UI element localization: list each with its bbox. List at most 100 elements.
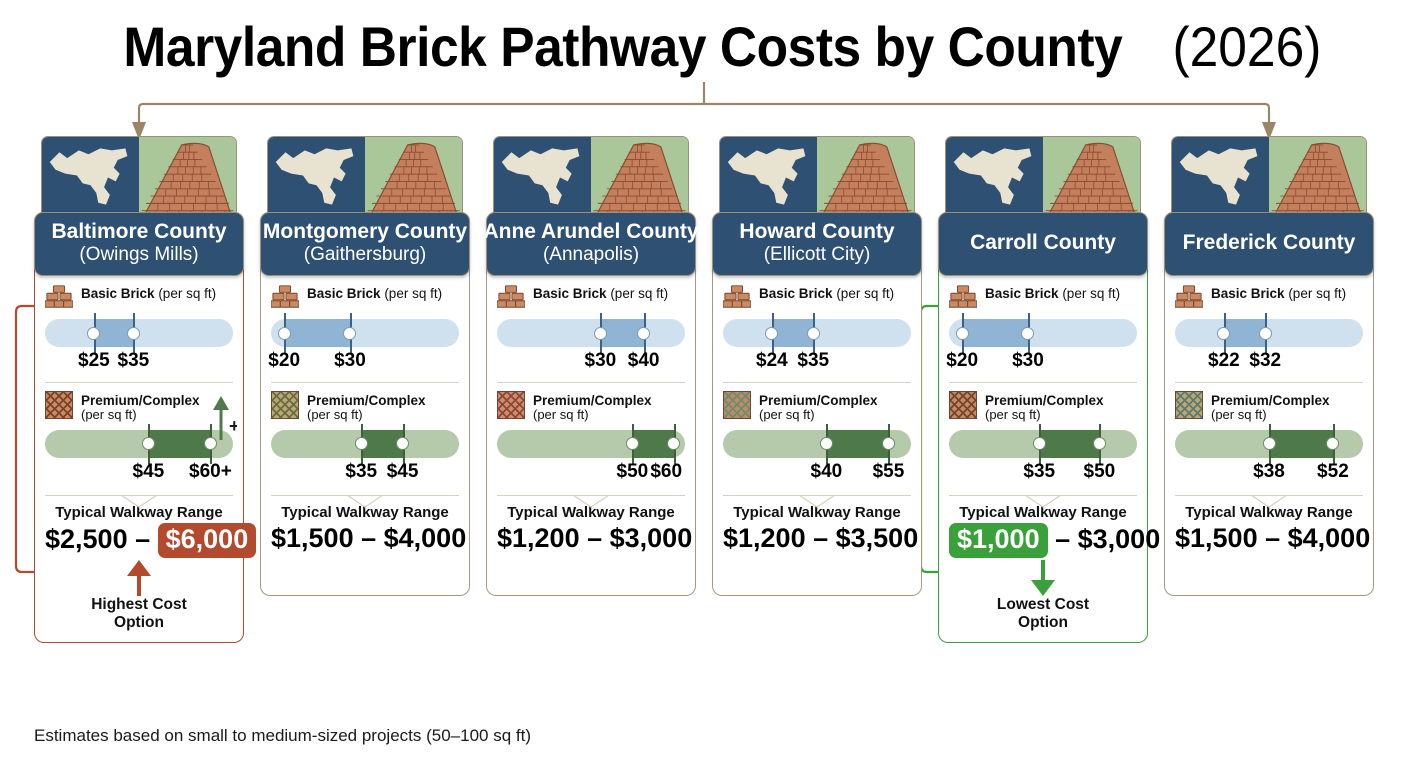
- divider-chevron-icon: [799, 494, 835, 508]
- premium-price-values: $38 $52: [1175, 461, 1363, 485]
- premium-row: Premium/Complex (per sq ft): [1175, 391, 1363, 423]
- thumbnail-map-half: [720, 137, 817, 218]
- brick-stack-icon: [44, 284, 74, 312]
- premium-price-slider[interactable]: [1175, 423, 1363, 464]
- premium-slider-handle-low[interactable]: [1262, 437, 1276, 451]
- premium-low-value: $50: [616, 460, 649, 482]
- basic-slider-handle-low[interactable]: [765, 326, 779, 340]
- county-header-banner: Howard County (Ellicott City): [712, 212, 922, 276]
- county-header-banner: Anne Arundel County (Annapolis): [483, 212, 699, 276]
- pattern-tile-icon: [723, 391, 751, 419]
- premium-label: Premium/Complex (per sq ft): [985, 393, 1104, 423]
- premium-label: Premium/Complex (per sq ft): [81, 393, 200, 423]
- thumbnail-pathway-half: [817, 137, 914, 218]
- basic-slider-handle-low[interactable]: [955, 326, 969, 340]
- basic-price-slider[interactable]: [497, 313, 685, 353]
- county-city: (Owings Mills): [79, 243, 199, 265]
- lowest-cost-callout-line2: Option: [1018, 613, 1068, 631]
- premium-slider-handle-low[interactable]: [141, 437, 155, 451]
- county-thumbnail: [41, 136, 237, 218]
- highest-cost-arrow-icon: [127, 559, 151, 596]
- county-name: Frederick County: [1182, 230, 1356, 254]
- basic-low-value: $20: [268, 350, 301, 371]
- county-card-1[interactable]: Montgomery County (Gaithersburg) Basic B…: [260, 136, 470, 643]
- section-divider-chevron: [723, 494, 911, 508]
- basic-high-value: $40: [627, 350, 660, 371]
- premium-label: Premium/Complex (per sq ft): [1211, 393, 1330, 423]
- basic-slider-handle-low[interactable]: [87, 326, 101, 340]
- basic-slider-handle-high[interactable]: [637, 326, 651, 340]
- premium-slider-handle-low[interactable]: [625, 437, 639, 451]
- county-thumbnail: [945, 136, 1141, 218]
- premium-slider-handle-low[interactable]: [819, 437, 833, 451]
- basic-slider-handle-high[interactable]: [806, 326, 820, 340]
- pattern-tile-icon: [949, 391, 977, 419]
- premium-slider-handle-low[interactable]: [354, 437, 368, 451]
- basic-price-slider[interactable]: [271, 313, 459, 353]
- premium-slider-handle-high[interactable]: [396, 437, 410, 451]
- basic-price-slider[interactable]: [949, 313, 1137, 353]
- county-card-3[interactable]: Howard County (Ellicott City) Basic Bric…: [712, 136, 922, 643]
- county-card-5[interactable]: Frederick County Basic Brick (per sq ft): [1164, 136, 1374, 643]
- basic-slider-handle-high[interactable]: [1021, 326, 1035, 340]
- range-dash: –: [1047, 523, 1078, 554]
- premium-high-value: $45: [386, 460, 419, 482]
- row-divider: [949, 382, 1137, 383]
- typical-range-title: Typical Walkway Range: [733, 503, 901, 521]
- basic-low-value: $24: [756, 350, 788, 371]
- basic-slider-handle-low[interactable]: [1217, 326, 1231, 340]
- basic-price-values: $30 $40: [497, 350, 685, 374]
- basic-slider-handle-low[interactable]: [277, 326, 291, 340]
- premium-low-value: $38: [1253, 460, 1285, 482]
- brick-pathway-illustration: [817, 137, 914, 218]
- typical-range-value: $1,200 – $3,500: [723, 523, 918, 554]
- premium-price-slider[interactable]: [497, 423, 685, 464]
- basic-price-slider[interactable]: [1175, 313, 1363, 353]
- basic-slider-fill: [284, 319, 350, 347]
- county-city: (Ellicott City): [763, 243, 871, 265]
- premium-slider-handle-high[interactable]: [203, 437, 217, 451]
- premium-price-values: $35 $45: [271, 461, 459, 485]
- premium-price-slider[interactable]: [723, 423, 911, 464]
- county-name: Montgomery County: [262, 219, 468, 243]
- section-divider-chevron: [271, 494, 459, 508]
- brick-pathway-illustration: [1269, 137, 1366, 218]
- premium-price-slider[interactable]: [949, 423, 1137, 464]
- basic-price-slider[interactable]: [723, 313, 911, 353]
- premium-slider-handle-low[interactable]: [1032, 437, 1046, 451]
- basic-slider-handle-high[interactable]: [1258, 326, 1272, 340]
- range-high-value: $3,500: [835, 522, 919, 553]
- basic-slider-handle-high[interactable]: [126, 326, 140, 340]
- premium-price-slider[interactable]: [45, 423, 233, 464]
- premium-slider-fill: [1039, 429, 1100, 458]
- premium-price-slider[interactable]: [271, 423, 459, 464]
- thumbnail-map-half: [494, 137, 591, 218]
- county-card-4[interactable]: Carroll County Basic Brick (per sq ft): [938, 136, 1160, 643]
- county-header-banner: Carroll County: [938, 212, 1148, 276]
- thumbnail-pathway-half: [591, 137, 688, 218]
- maryland-map-icon: [1179, 148, 1258, 205]
- range-dash: –: [127, 523, 158, 554]
- premium-slider-handle-high[interactable]: [1092, 437, 1106, 451]
- premium-high-value: $52: [1317, 460, 1349, 482]
- county-thumbnail: [267, 136, 463, 218]
- basic-slider-handle-low[interactable]: [593, 326, 607, 340]
- brick-stack-icon: [1174, 284, 1204, 312]
- range-low-value: $2,500: [45, 523, 128, 554]
- premium-slider-handle-high[interactable]: [1326, 437, 1340, 451]
- premium-slider-handle-high[interactable]: [881, 437, 895, 451]
- basic-brick-label: Basic Brick (per sq ft): [985, 286, 1121, 301]
- maryland-map-icon: [953, 148, 1032, 205]
- premium-price-values: $45 $60+: [45, 461, 233, 485]
- divider-chevron-icon: [573, 494, 609, 508]
- county-card-2[interactable]: Anne Arundel County (Annapolis) Basic Br…: [483, 136, 699, 643]
- county-thumbnail: [493, 136, 689, 218]
- premium-low-value: $35: [1023, 460, 1056, 482]
- lowest-cost-arrow-icon: [1031, 559, 1055, 596]
- basic-slider-handle-high[interactable]: [343, 326, 357, 340]
- premium-slider-handle-high[interactable]: [667, 437, 681, 451]
- county-card-0[interactable]: Baltimore County (Owings Mills) Basic Br…: [34, 136, 257, 643]
- basic-price-values: $25 $35: [45, 350, 233, 374]
- basic-price-slider[interactable]: [45, 313, 233, 353]
- premium-low-value: $45: [132, 460, 165, 482]
